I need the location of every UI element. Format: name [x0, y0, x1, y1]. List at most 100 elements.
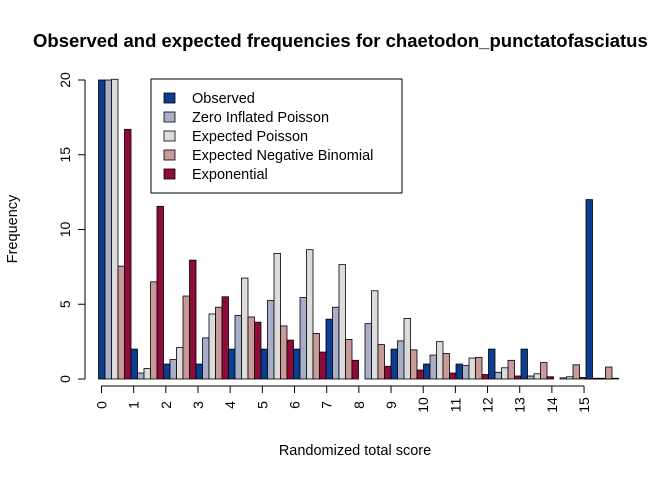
y-tick-label-0: 0: [57, 375, 73, 383]
x-axis-label: Randomized total score: [279, 443, 431, 459]
legend-label-expected-negative-binomial: Expected Negative Binomial: [192, 148, 373, 164]
bar-expected-poisson-8: [371, 290, 379, 380]
x-tick-label-15: 15: [576, 397, 592, 413]
bar-zero-inflated-poisson-6: [299, 297, 307, 380]
bar-zero-inflated-poisson-13: [527, 375, 535, 380]
x-tick-label-4: 4: [222, 401, 238, 409]
legend-label-expected-poisson: Expected Poisson: [192, 129, 308, 145]
bar-observed-4: [228, 348, 236, 380]
bar-observed-6: [293, 348, 301, 380]
y-tick-label-20: 20: [57, 72, 73, 88]
bar-observed-11: [455, 363, 463, 380]
bar-expected-poisson-9: [403, 318, 411, 380]
bar-expected-poisson-14: [566, 376, 574, 380]
bar-zero-inflated-poisson-12: [494, 371, 502, 380]
bar-expected-negative-binomial-3: [215, 306, 223, 380]
legend-label-observed: Observed: [192, 91, 255, 107]
bar-exponential-11: [481, 374, 489, 380]
bar-expected-poisson-10: [436, 341, 444, 380]
bar-zero-inflated-poisson-2: [169, 359, 177, 380]
x-tick-label-2: 2: [158, 401, 174, 409]
bar-expected-negative-binomial-1: [150, 281, 158, 380]
bar-observed-0: [98, 79, 106, 380]
bar-exponential-12: [514, 375, 522, 380]
bar-observed-1: [130, 348, 138, 380]
bar-expected-negative-binomial-2: [182, 295, 190, 380]
legend-label-zero-inflated-poisson: Zero Inflated Poisson: [192, 110, 329, 126]
bar-expected-negative-binomial-8: [377, 344, 385, 380]
bar-exponential-2: [189, 259, 197, 380]
bar-expected-poisson-7: [338, 264, 346, 380]
bar-expected-poisson-11: [468, 357, 476, 380]
y-axis-label: Frequency: [5, 194, 21, 263]
bar-expected-poisson-5: [273, 253, 281, 380]
bar-zero-inflated-poisson-7: [332, 306, 340, 380]
bar-expected-negative-binomial-7: [345, 338, 353, 380]
bar-observed-9: [390, 348, 398, 380]
bar-observed-7: [325, 318, 333, 380]
x-tick-label-7: 7: [319, 401, 335, 409]
bar-observed-3: [195, 363, 203, 380]
x-tick-label-8: 8: [351, 401, 367, 409]
bar-expected-poisson-1: [143, 368, 151, 380]
bar-observed-2: [163, 363, 171, 380]
bar-expected-negative-binomial-12: [507, 359, 515, 380]
bar-expected-negative-binomial-0: [117, 265, 125, 380]
x-tick-label-5: 5: [254, 401, 270, 409]
bar-expected-negative-binomial-5: [280, 325, 288, 380]
bar-zero-inflated-poisson-10: [429, 354, 437, 380]
bar-expected-negative-binomial-6: [312, 332, 320, 380]
bar-expected-poisson-0: [111, 78, 119, 380]
legend-box: [150, 78, 403, 194]
legend-swatch-expected-negative-binomial: [163, 149, 176, 161]
bar-exponential-15: [611, 377, 619, 380]
bar-zero-inflated-poisson-4: [234, 315, 242, 380]
bar-expected-poisson-2: [176, 347, 184, 380]
x-tick-label-12: 12: [480, 397, 496, 413]
bar-zero-inflated-poisson-14: [559, 377, 567, 380]
bar-expected-poisson-3: [208, 313, 216, 380]
bar-expected-negative-binomial-9: [410, 349, 418, 380]
x-tick-label-10: 10: [415, 397, 431, 413]
x-tick-label-11: 11: [447, 398, 463, 413]
chart-title: Observed and expected frequencies for ch…: [33, 30, 648, 51]
x-tick-label-1: 1: [126, 401, 142, 409]
y-tick-label-15: 15: [57, 147, 73, 163]
bar-exponential-13: [546, 376, 554, 380]
bar-zero-inflated-poisson-5: [267, 300, 275, 380]
bar-expected-negative-binomial-11: [475, 356, 483, 380]
x-tick-label-0: 0: [94, 401, 110, 409]
bar-exponential-1: [156, 205, 164, 380]
legend-swatch-observed: [163, 92, 176, 104]
bar-exponential-10: [449, 372, 457, 380]
bar-exponential-4: [254, 321, 262, 380]
bar-zero-inflated-poisson-11: [462, 365, 470, 380]
x-tick-label-9: 9: [383, 401, 399, 409]
bar-zero-inflated-poisson-3: [202, 337, 210, 380]
bar-zero-inflated-poisson-8: [364, 323, 372, 380]
x-tick-label-13: 13: [512, 397, 528, 413]
bar-observed-12: [488, 348, 496, 380]
bar-expected-negative-binomial-14: [572, 364, 580, 380]
y-tick-label-10: 10: [57, 222, 73, 238]
legend-swatch-exponential: [163, 168, 176, 180]
x-tick-label-14: 14: [544, 397, 560, 413]
bar-observed-15: [585, 199, 593, 380]
y-tick-label-5: 5: [57, 300, 73, 308]
bar-exponential-5: [286, 339, 294, 380]
legend: Observed Zero Inflated Poisson Expected Po…: [150, 78, 403, 194]
bar-exponential-8: [384, 365, 392, 380]
bar-exponential-0: [124, 128, 132, 380]
bar-zero-inflated-poisson-1: [137, 372, 145, 380]
bar-exponential-6: [319, 351, 327, 380]
legend-swatch-zero-inflated-poisson: [163, 111, 176, 123]
bar-observed-5: [260, 348, 268, 380]
legend-label-exponential: Exponential: [192, 167, 268, 183]
bar-expected-poisson-6: [306, 249, 314, 380]
x-tick-label-6: 6: [287, 401, 303, 409]
bar-observed-10: [423, 363, 431, 380]
legend-swatch-expected-poisson: [163, 130, 176, 142]
bar-expected-negative-binomial-15: [605, 366, 613, 380]
